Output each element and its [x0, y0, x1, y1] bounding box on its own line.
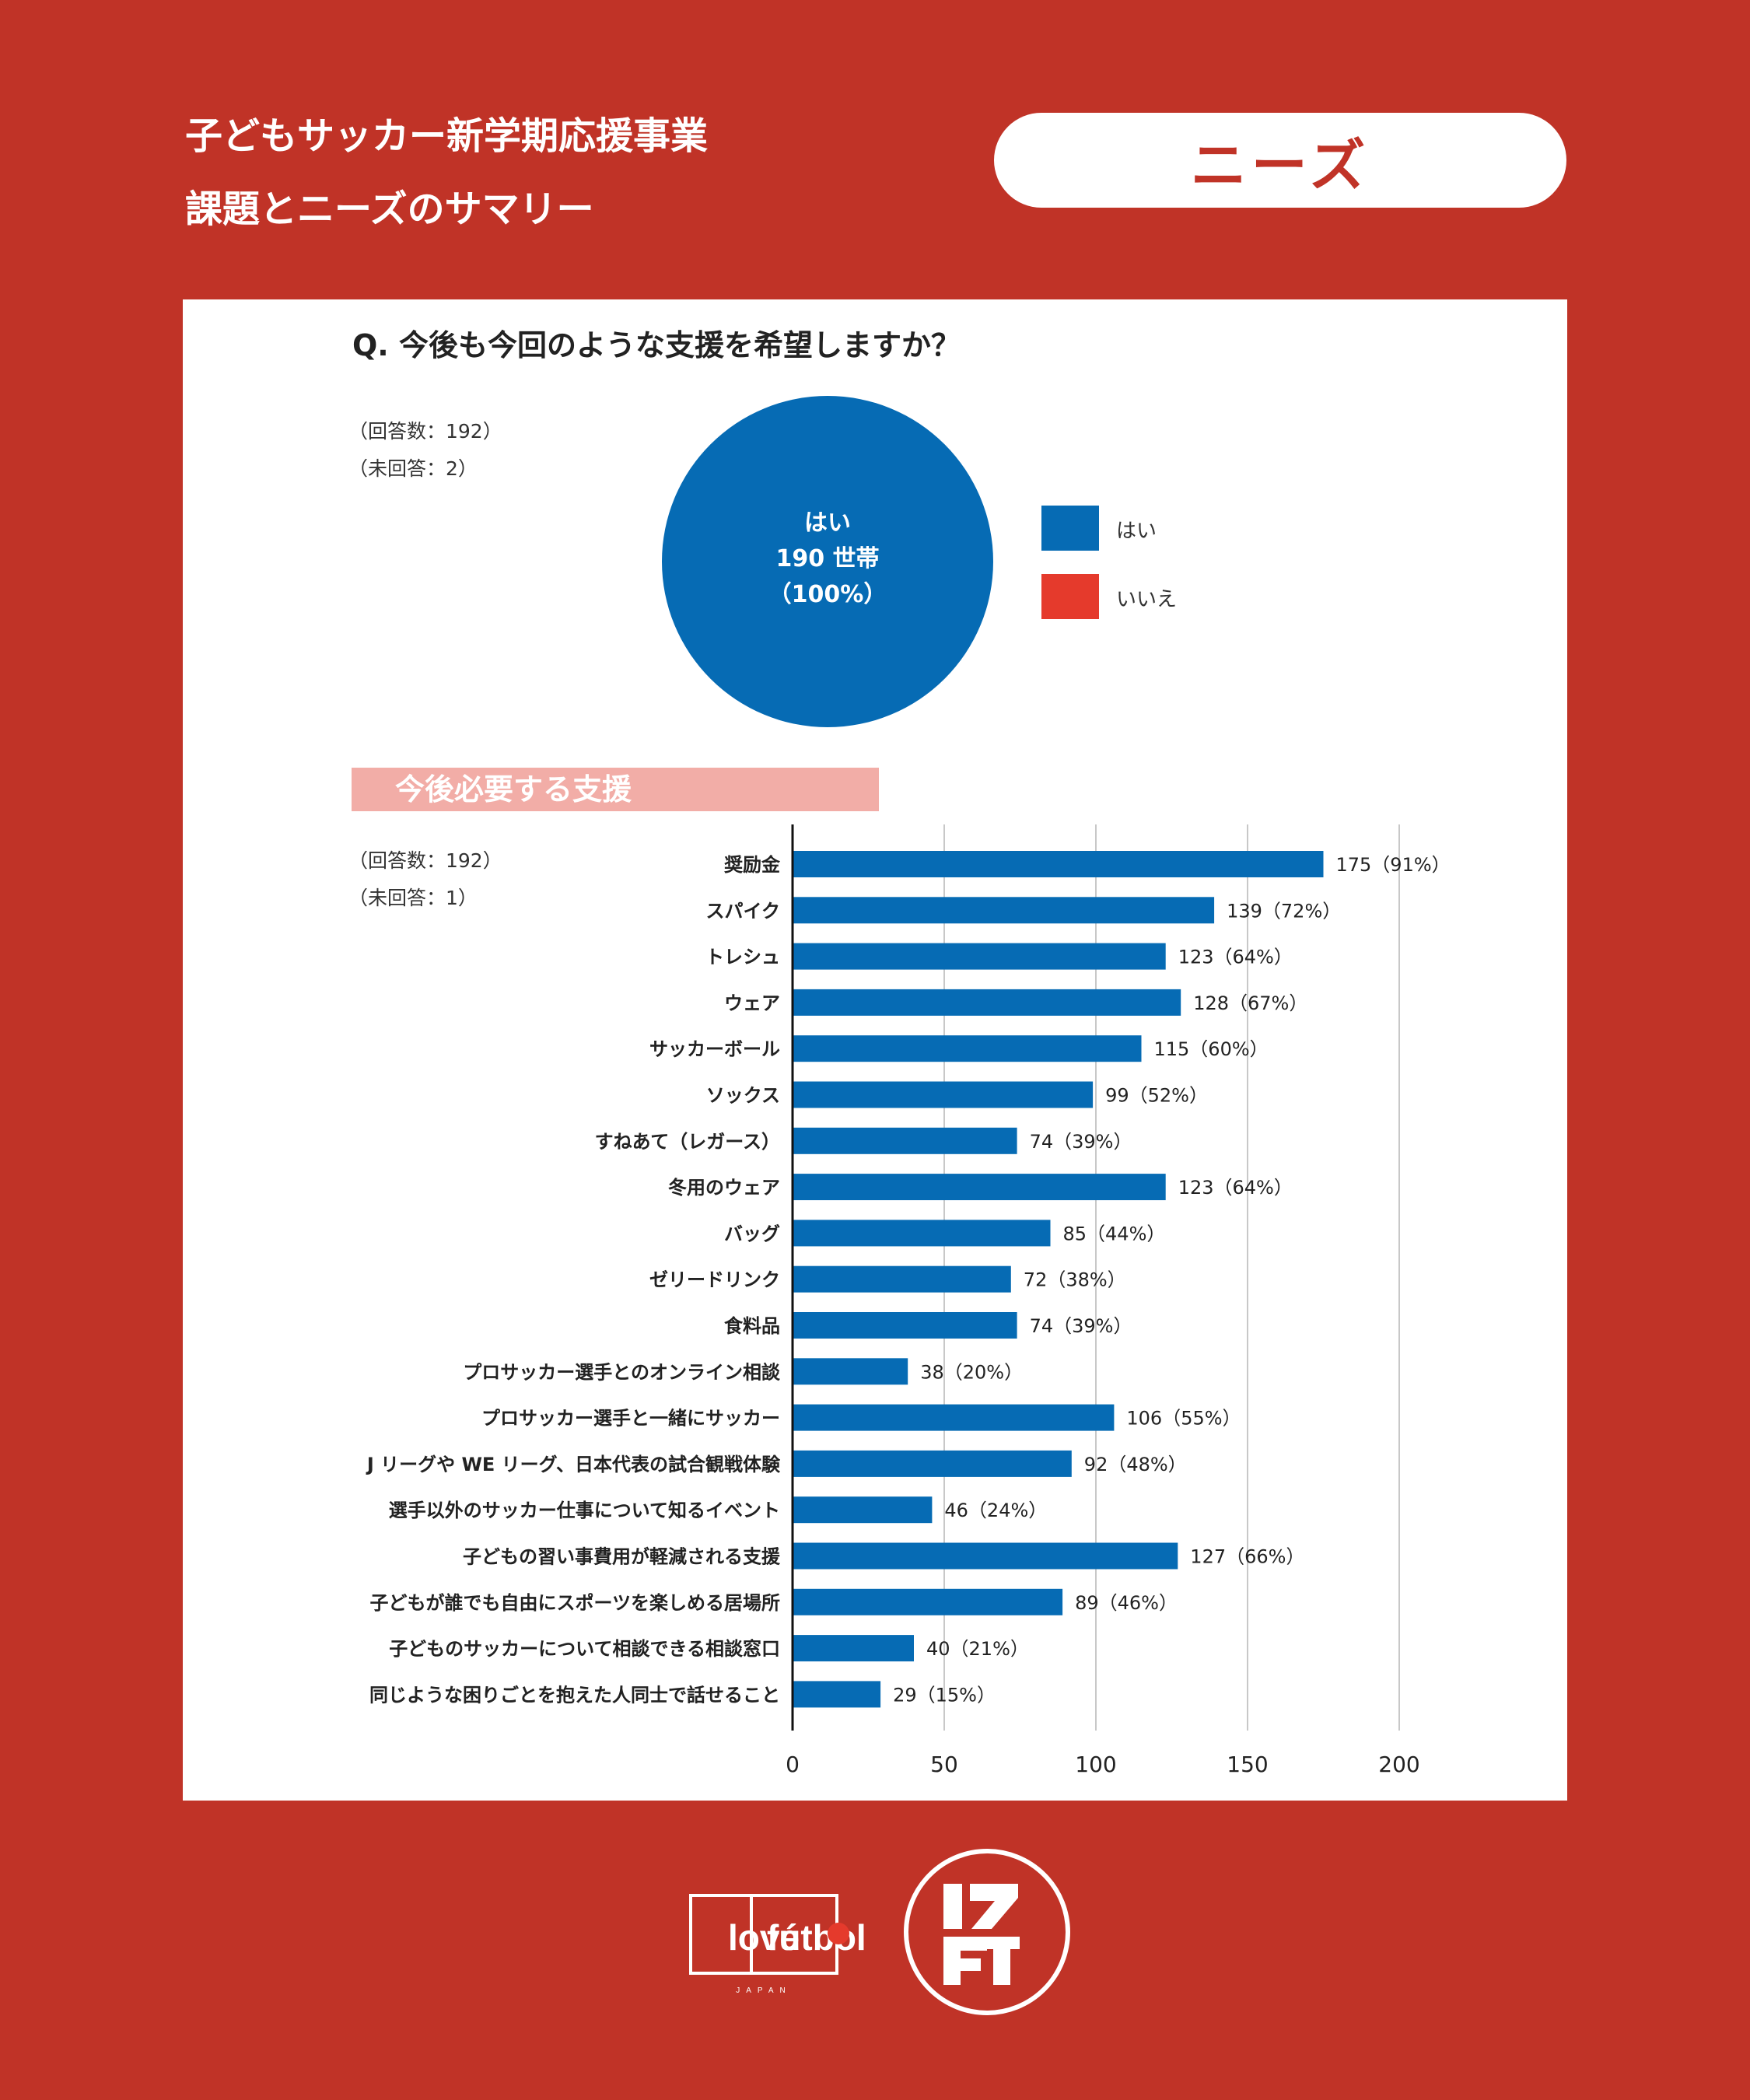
question-title: Q. 今後も今回のような支援を希望しますか？: [352, 328, 961, 362]
data-label-12: 106（55%）: [1126, 1408, 1241, 1430]
question-no-answer-count: （未回答：2）: [348, 457, 478, 480]
bar-4: [793, 1035, 1142, 1062]
data-label-3: 128（67%）: [1193, 992, 1307, 1014]
lovefutbol-logo: love fútbol JAPAN: [689, 1894, 866, 1995]
data-label-18: 29（15%）: [893, 1684, 996, 1706]
category-label-12: プロサッカー選手と一緒にサッカー: [481, 1408, 780, 1430]
data-label-17: 40（21%）: [926, 1638, 1029, 1660]
category-label-9: ゼリードリンク: [649, 1269, 780, 1291]
data-label-9: 72（38%）: [1024, 1269, 1126, 1291]
pie-label-category: はい: [804, 509, 851, 537]
category-label-2: トレシュ: [705, 947, 780, 968]
bar-12: [793, 1404, 1115, 1431]
category-label-0: 奨励金: [724, 854, 781, 876]
bar-16: [793, 1588, 1063, 1615]
bar-15: [793, 1542, 1178, 1570]
data-label-4: 115（60%）: [1154, 1038, 1269, 1060]
category-label-5: ソックス: [706, 1085, 780, 1107]
bar-0: [793, 851, 1324, 877]
pie-label: はい 190 世帯 （100%）: [662, 506, 993, 613]
legend-swatch-yes: [1041, 506, 1099, 551]
bar-5: [793, 1081, 1094, 1108]
bar-13: [793, 1450, 1072, 1477]
bar-3: [793, 989, 1181, 1016]
data-label-2: 123（64%）: [1178, 947, 1293, 968]
bar-11: [793, 1358, 908, 1385]
bar-2: [793, 943, 1166, 970]
pie-label-count: 190 世帯: [775, 545, 880, 572]
data-label-11: 38（20%）: [920, 1361, 1023, 1383]
data-label-16: 89（46%）: [1075, 1592, 1178, 1614]
data-label-6: 74（39%）: [1030, 1131, 1132, 1153]
category-label-3: ウェア: [724, 992, 780, 1014]
category-label-15: 子どもの習い事費用が軽減される支援: [463, 1546, 781, 1568]
category-label-10: 食料品: [724, 1315, 780, 1337]
x-tick-label-100: 100: [1075, 1752, 1116, 1777]
category-label-18: 同じような困りごとを抱えた人同士で話せること: [369, 1684, 780, 1706]
legend-label-yes: はい: [1116, 520, 1157, 543]
category-label-16: 子どもが誰でも自由にスポーツを楽しめる居場所: [369, 1592, 780, 1614]
title-line-1: 子どもサッカー新学期応援事業: [185, 114, 709, 158]
bar-1: [793, 897, 1215, 924]
category-label-13: J リーグや WE リーグ、日本代表の試合観戦体験: [366, 1454, 781, 1475]
data-label-14: 46（24%）: [944, 1500, 1047, 1521]
category-label-17: 子どものサッカーについて相談できる相談窓口: [389, 1638, 780, 1660]
legend-swatch-no: [1041, 574, 1099, 619]
x-tick-label-200: 200: [1378, 1752, 1419, 1777]
circle-mark-logo: [904, 1849, 1070, 2015]
x-tick-label-50: 50: [930, 1752, 958, 1777]
pie-label-percent: （100%）: [768, 581, 887, 608]
svg-text:fútbol: fútbol: [767, 1917, 866, 1958]
category-label-7: 冬用のウェア: [668, 1177, 780, 1199]
data-label-0: 175（91%）: [1336, 854, 1451, 876]
legend-label-no: いいえ: [1116, 588, 1178, 611]
category-label-14: 選手以外のサッカー仕事について知るイベント: [389, 1500, 780, 1521]
category-label-8: バッグ: [724, 1223, 780, 1244]
category-label-6: すねあて（レガース）: [595, 1131, 780, 1153]
bar-14: [793, 1496, 933, 1524]
bar-18: [793, 1681, 881, 1708]
data-label-13: 92（48%）: [1084, 1454, 1187, 1475]
category-label-11: プロサッカー選手とのオンライン相談: [463, 1361, 781, 1383]
section-title: 今後必要する支援: [352, 768, 879, 811]
bar-8: [793, 1220, 1051, 1247]
x-tick-label-150: 150: [1227, 1752, 1268, 1777]
bar-7: [793, 1174, 1166, 1201]
header-title: 子どもサッカー新学期応援事業 課題とニーズのサマリー: [185, 100, 708, 246]
support-response-count: （回答数：192）: [348, 849, 502, 872]
needs-badge: ニーズ: [994, 113, 1566, 208]
category-label-4: サッカーボール: [649, 1038, 780, 1060]
data-label-7: 123（64%）: [1178, 1177, 1293, 1199]
x-tick-label-0: 0: [786, 1752, 800, 1777]
title-line-2: 課題とニーズのサマリー: [185, 187, 594, 231]
bar-9: [793, 1265, 1011, 1293]
bar-10: [793, 1312, 1017, 1339]
data-label-15: 127（66%）: [1190, 1546, 1304, 1568]
data-label-8: 85（44%）: [1063, 1223, 1166, 1244]
bar-6: [793, 1127, 1017, 1154]
data-label-10: 74（39%）: [1030, 1315, 1132, 1337]
bar-17: [793, 1635, 914, 1662]
data-label-1: 139（72%）: [1227, 900, 1341, 922]
data-label-5: 99（52%）: [1105, 1085, 1208, 1107]
svg-text:JAPAN: JAPAN: [736, 1986, 792, 1995]
category-label-1: スパイク: [705, 900, 780, 922]
support-no-answer-count: （未回答：1）: [348, 887, 478, 909]
pie-slice-yes: [662, 396, 993, 727]
question-response-count: （回答数：192）: [348, 420, 502, 443]
svg-text:love: love: [728, 1917, 800, 1958]
